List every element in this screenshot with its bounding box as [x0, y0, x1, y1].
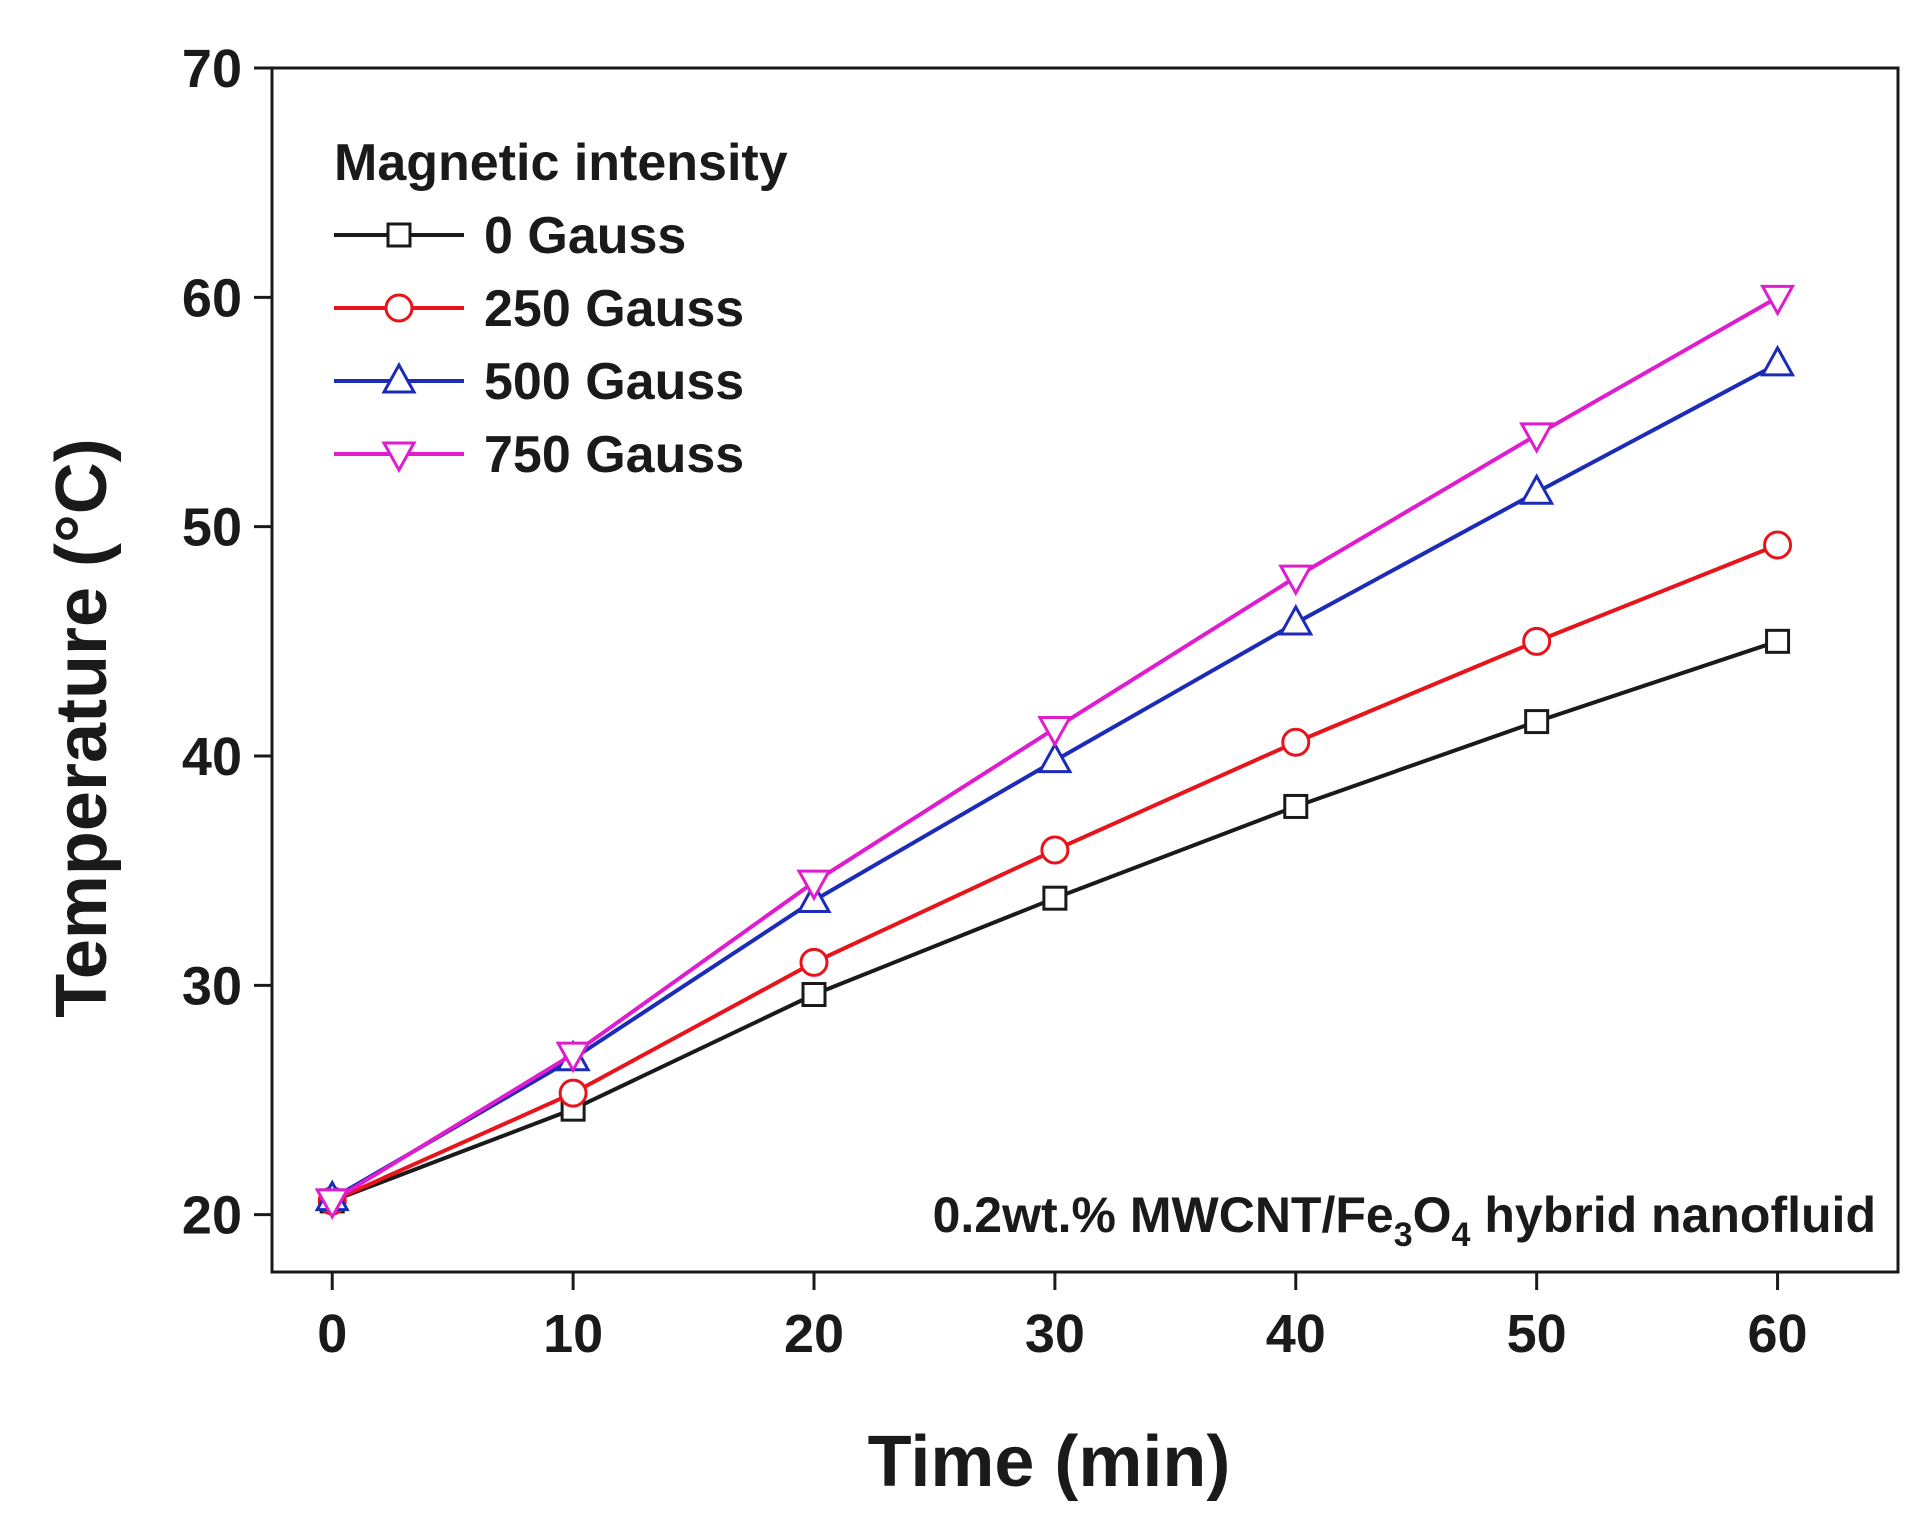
- data-point: [1042, 885, 1068, 911]
- legend-marker: [386, 222, 412, 248]
- data-point: [1519, 422, 1555, 455]
- series-1: [317, 530, 1793, 1216]
- data-point: [1037, 715, 1073, 748]
- legend-marker: [381, 441, 417, 474]
- y-tick-label: 60: [182, 268, 242, 328]
- annotation-sub-2: 4: [1452, 1216, 1471, 1254]
- y-tick-label: 50: [182, 498, 242, 558]
- annotation-text-2: O: [1413, 1187, 1452, 1243]
- data-point: [555, 1041, 591, 1074]
- data-point: [799, 947, 829, 977]
- annotation-text-1: 0.2wt.% MWCNT/Fe: [933, 1187, 1394, 1243]
- data-point: [796, 869, 832, 902]
- data-point: [1760, 284, 1796, 317]
- legend: Magnetic intensity 0 Gauss 250 Gauss 500 G…: [334, 134, 788, 484]
- x-tick-label: 30: [1025, 1304, 1085, 1364]
- data-point: [314, 1188, 350, 1220]
- data-point: [1281, 727, 1311, 757]
- data-point: [1278, 603, 1314, 636]
- y-tick-label: 70: [182, 39, 242, 99]
- data-point: [1519, 473, 1555, 505]
- legend-label: 500 Gauss: [484, 353, 744, 411]
- x-axis-title: Time (min): [868, 1422, 1231, 1502]
- data-point: [1037, 741, 1073, 774]
- data-point: [558, 1078, 588, 1108]
- data-point: [1040, 835, 1070, 865]
- y-tick-label: 20: [182, 1186, 242, 1246]
- legend-label: 750 Gauss: [484, 426, 744, 484]
- data-point: [1760, 344, 1796, 377]
- legend-label: 250 Gauss: [484, 280, 744, 338]
- annotation-sub-1: 3: [1394, 1216, 1413, 1254]
- data-point: [1524, 709, 1550, 735]
- series-layer: [314, 284, 1796, 1220]
- x-tick-label: 20: [784, 1304, 844, 1364]
- series-0: [319, 628, 1791, 1214]
- x-tick-label: 50: [1507, 1304, 1567, 1364]
- data-point: [1765, 628, 1791, 654]
- y-tick-label: 40: [182, 727, 242, 787]
- data-point: [1278, 564, 1314, 597]
- legend-label: 0 Gauss: [484, 207, 686, 265]
- data-point: [801, 982, 827, 1008]
- series-3: [314, 284, 1796, 1220]
- data-point: [1283, 793, 1309, 819]
- x-axis-ticks: 0 10 20 30 40 50 60: [317, 1272, 1808, 1364]
- legend-marker: [384, 293, 414, 323]
- y-tick-label: 30: [182, 956, 242, 1016]
- legend-marker: [381, 361, 417, 394]
- data-point: [1763, 530, 1793, 560]
- y-axis-ticks: 20 30 40 50 60 70: [182, 39, 272, 1246]
- x-tick-label: 0: [317, 1304, 347, 1364]
- legend-title: Magnetic intensity: [334, 134, 788, 192]
- x-tick-label: 60: [1748, 1304, 1808, 1364]
- y-axis-title: Temperature (°C): [42, 438, 122, 1018]
- annotation: 0.2wt.% MWCNT/Fe3O4 hybrid nanofluid: [933, 1187, 1876, 1254]
- plot-frame: [270, 66, 1900, 1274]
- x-tick-label: 40: [1266, 1304, 1326, 1364]
- annotation-text-3: hybrid nanofluid: [1470, 1187, 1876, 1243]
- x-tick-label: 10: [543, 1304, 603, 1364]
- data-point: [1522, 626, 1552, 656]
